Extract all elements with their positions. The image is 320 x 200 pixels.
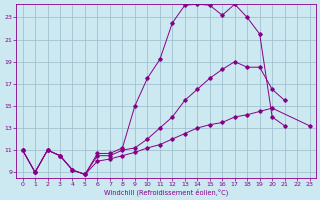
X-axis label: Windchill (Refroidissement éolien,°C): Windchill (Refroidissement éolien,°C) [104,188,228,196]
